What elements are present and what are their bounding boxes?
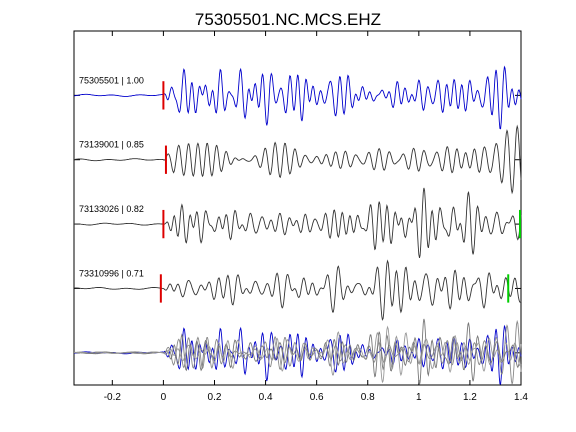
waveform-traces bbox=[73, 65, 522, 386]
x-tick-label: -0.2 bbox=[104, 392, 122, 403]
x-tick-label: 0.2 bbox=[208, 392, 222, 403]
x-tick-label: 1 bbox=[416, 392, 422, 403]
x-tick-label: 0.6 bbox=[310, 392, 324, 403]
trace-line bbox=[74, 187, 522, 259]
trace-line bbox=[74, 259, 522, 321]
trace-label: 73133026 | 0.82 bbox=[79, 204, 144, 214]
overlay-trace bbox=[74, 325, 522, 384]
overlay-trace bbox=[73, 318, 522, 385]
chart-title: 75305501.NC.MCS.EHZ bbox=[195, 10, 381, 29]
plot-area-frame bbox=[73, 30, 522, 386]
trace-labels: 75305501 | 1.00 73139001 | 0.85 73133026 |… bbox=[79, 75, 144, 278]
trace-line bbox=[74, 65, 522, 130]
x-tick-label: 0.4 bbox=[259, 392, 273, 403]
x-tick-label: 1.2 bbox=[463, 392, 477, 403]
overlay-trace bbox=[73, 319, 522, 386]
axis-ticks: -0.2 0 0.2 0.4 0.6 0.8 1 1.2 1.4 bbox=[74, 31, 528, 403]
x-tick-label: 1.4 bbox=[514, 392, 528, 403]
x-tick-label: 0 bbox=[161, 392, 167, 403]
x-tick-label: 0.8 bbox=[361, 392, 375, 403]
trace-label: 73139001 | 0.85 bbox=[79, 140, 144, 150]
trace-label: 73310996 | 0.71 bbox=[79, 268, 144, 278]
trace-label: 75305501 | 1.00 bbox=[79, 75, 144, 85]
trace-line bbox=[73, 124, 522, 195]
